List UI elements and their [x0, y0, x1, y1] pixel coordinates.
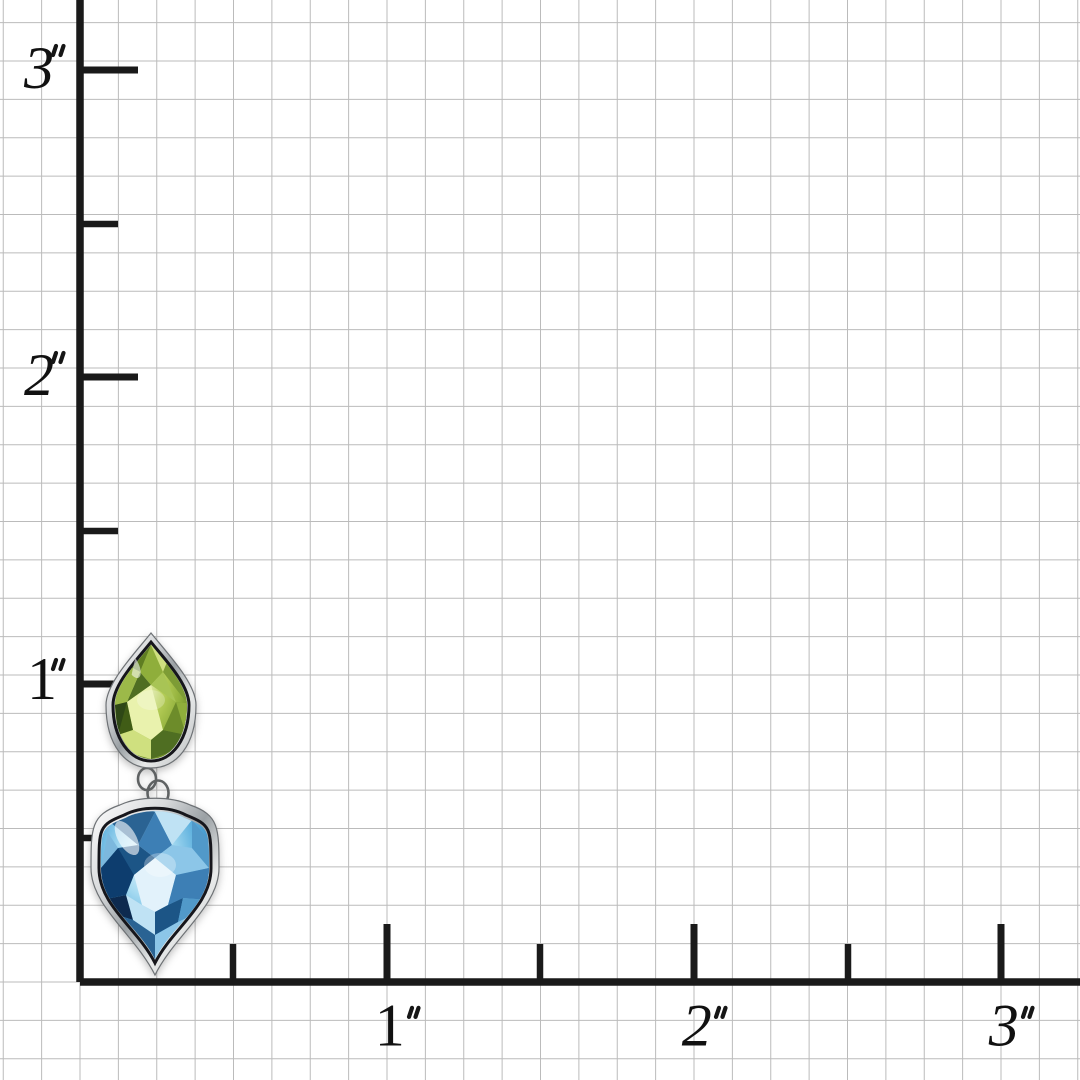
svg-text:1: 1	[375, 993, 405, 1059]
svg-text:2: 2	[682, 993, 712, 1059]
svg-text:3: 3	[988, 993, 1019, 1059]
svg-text:1: 1	[27, 646, 57, 712]
svg-text:2: 2	[24, 342, 54, 408]
svg-text:3: 3	[23, 35, 54, 101]
